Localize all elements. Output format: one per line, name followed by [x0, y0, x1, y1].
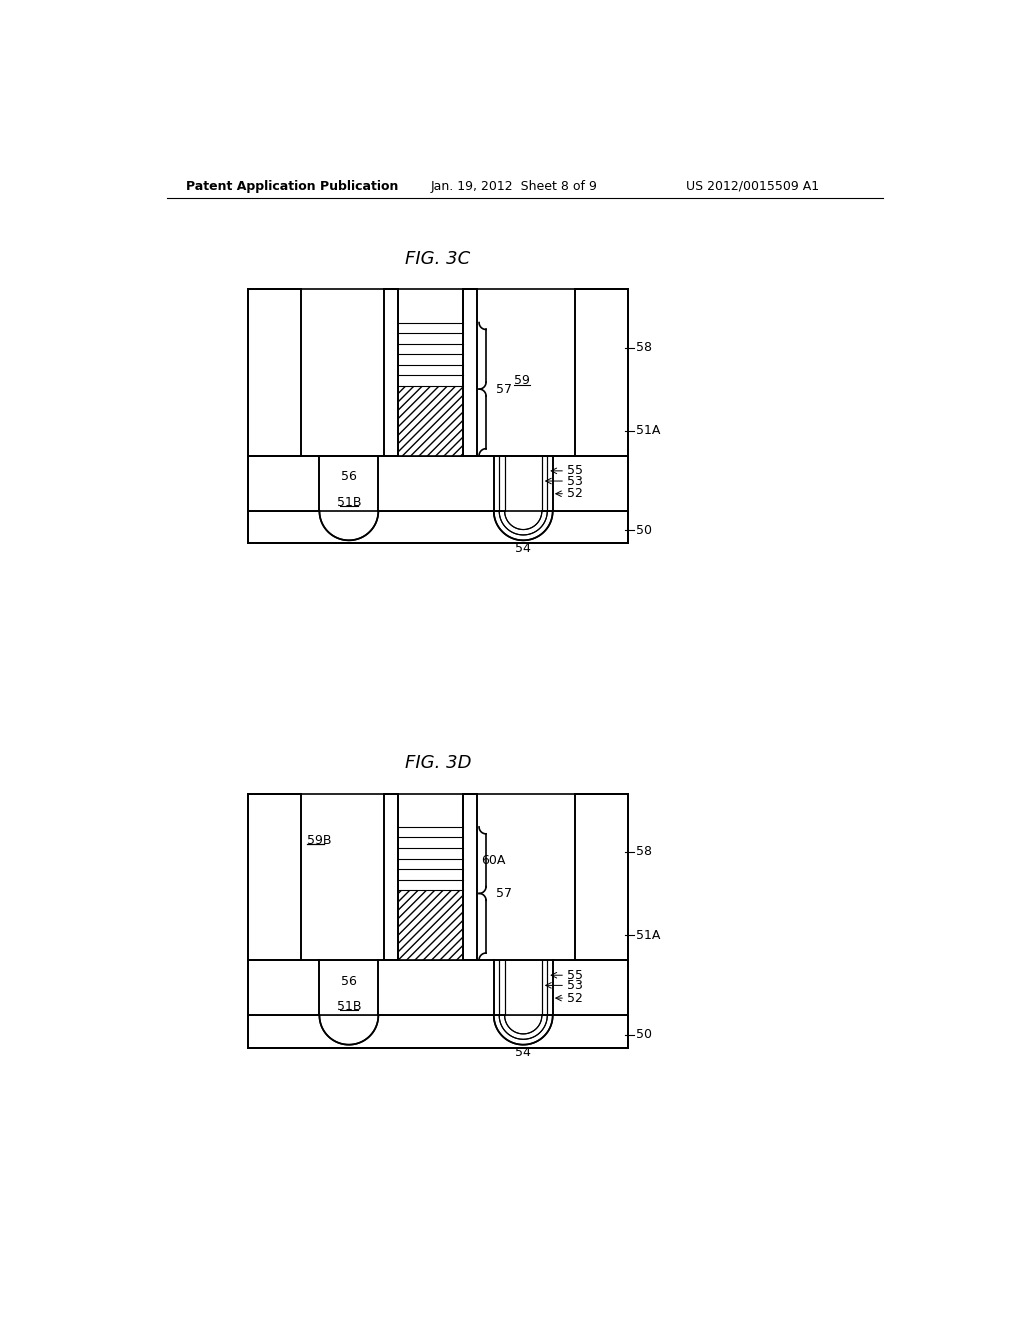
- Text: 59B: 59B: [307, 834, 332, 846]
- Text: 50: 50: [636, 1028, 651, 1041]
- Text: 54: 54: [515, 1045, 531, 1059]
- Bar: [248, 960, 628, 1015]
- Bar: [248, 289, 628, 544]
- Text: 51B: 51B: [337, 496, 361, 508]
- Text: 52: 52: [566, 991, 583, 1005]
- Bar: [248, 511, 628, 544]
- Polygon shape: [319, 993, 378, 1015]
- Polygon shape: [505, 511, 542, 529]
- Bar: [248, 793, 628, 1048]
- Polygon shape: [319, 488, 378, 511]
- Text: FIG. 3C: FIG. 3C: [406, 249, 471, 268]
- Bar: [248, 455, 628, 511]
- Text: 54: 54: [515, 541, 531, 554]
- Polygon shape: [397, 385, 463, 455]
- Text: 57: 57: [496, 383, 512, 396]
- Text: 60A: 60A: [481, 854, 506, 867]
- Text: Patent Application Publication: Patent Application Publication: [186, 180, 398, 193]
- Text: 58: 58: [636, 341, 651, 354]
- Text: 58: 58: [636, 845, 651, 858]
- Polygon shape: [505, 1015, 542, 1034]
- Polygon shape: [477, 793, 575, 960]
- Text: 53: 53: [566, 474, 583, 487]
- Polygon shape: [505, 993, 542, 1015]
- Text: 59: 59: [514, 375, 530, 387]
- Polygon shape: [301, 793, 384, 960]
- Text: 53: 53: [566, 979, 583, 991]
- Polygon shape: [397, 890, 463, 960]
- Polygon shape: [319, 511, 378, 540]
- Text: 51A: 51A: [636, 928, 660, 941]
- Text: US 2012/0015509 A1: US 2012/0015509 A1: [686, 180, 819, 193]
- Text: 56: 56: [341, 470, 356, 483]
- Text: 55: 55: [566, 969, 583, 982]
- Text: 51A: 51A: [636, 424, 660, 437]
- Text: FIG. 3D: FIG. 3D: [404, 754, 471, 772]
- Text: 52: 52: [566, 487, 583, 500]
- Text: Jan. 19, 2012  Sheet 8 of 9: Jan. 19, 2012 Sheet 8 of 9: [430, 180, 597, 193]
- Polygon shape: [319, 1015, 378, 1044]
- Bar: [248, 1015, 628, 1048]
- Text: 55: 55: [566, 465, 583, 478]
- Text: 56: 56: [341, 974, 356, 987]
- Polygon shape: [505, 488, 542, 511]
- Text: 57: 57: [496, 887, 512, 900]
- Text: 50: 50: [636, 524, 651, 537]
- Text: 51B: 51B: [337, 1001, 361, 1012]
